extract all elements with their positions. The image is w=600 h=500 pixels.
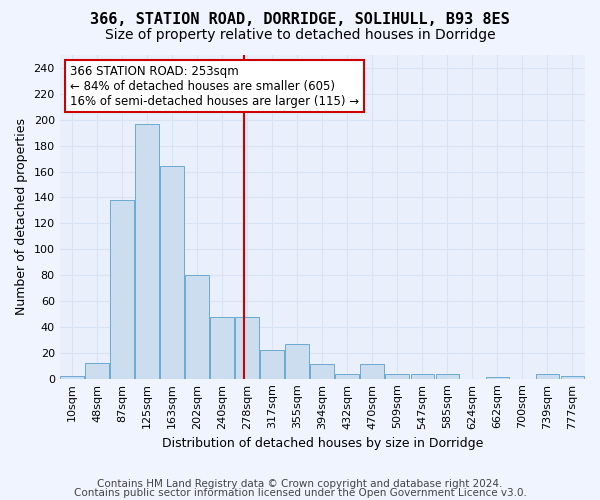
Bar: [410, 374, 434, 378]
Bar: [211, 316, 234, 378]
Bar: [160, 166, 184, 378]
Bar: [286, 344, 309, 378]
Bar: [361, 364, 384, 378]
Bar: [136, 124, 159, 378]
Bar: [260, 350, 284, 378]
Text: 366 STATION ROAD: 253sqm
← 84% of detached houses are smaller (605)
16% of semi-: 366 STATION ROAD: 253sqm ← 84% of detach…: [70, 64, 359, 108]
Bar: [436, 374, 459, 378]
Bar: [560, 376, 584, 378]
Bar: [60, 376, 84, 378]
Y-axis label: Number of detached properties: Number of detached properties: [15, 118, 28, 316]
Bar: [310, 364, 334, 378]
Text: Size of property relative to detached houses in Dorridge: Size of property relative to detached ho…: [104, 28, 496, 42]
Bar: [110, 200, 134, 378]
Text: 366, STATION ROAD, DORRIDGE, SOLIHULL, B93 8ES: 366, STATION ROAD, DORRIDGE, SOLIHULL, B…: [90, 12, 510, 28]
Bar: [385, 374, 409, 378]
Text: Contains public sector information licensed under the Open Government Licence v3: Contains public sector information licen…: [74, 488, 526, 498]
Text: Contains HM Land Registry data © Crown copyright and database right 2024.: Contains HM Land Registry data © Crown c…: [97, 479, 503, 489]
Bar: [185, 275, 209, 378]
Bar: [235, 316, 259, 378]
Bar: [536, 374, 559, 378]
Bar: [85, 363, 109, 378]
X-axis label: Distribution of detached houses by size in Dorridge: Distribution of detached houses by size …: [161, 437, 483, 450]
Bar: [335, 374, 359, 378]
